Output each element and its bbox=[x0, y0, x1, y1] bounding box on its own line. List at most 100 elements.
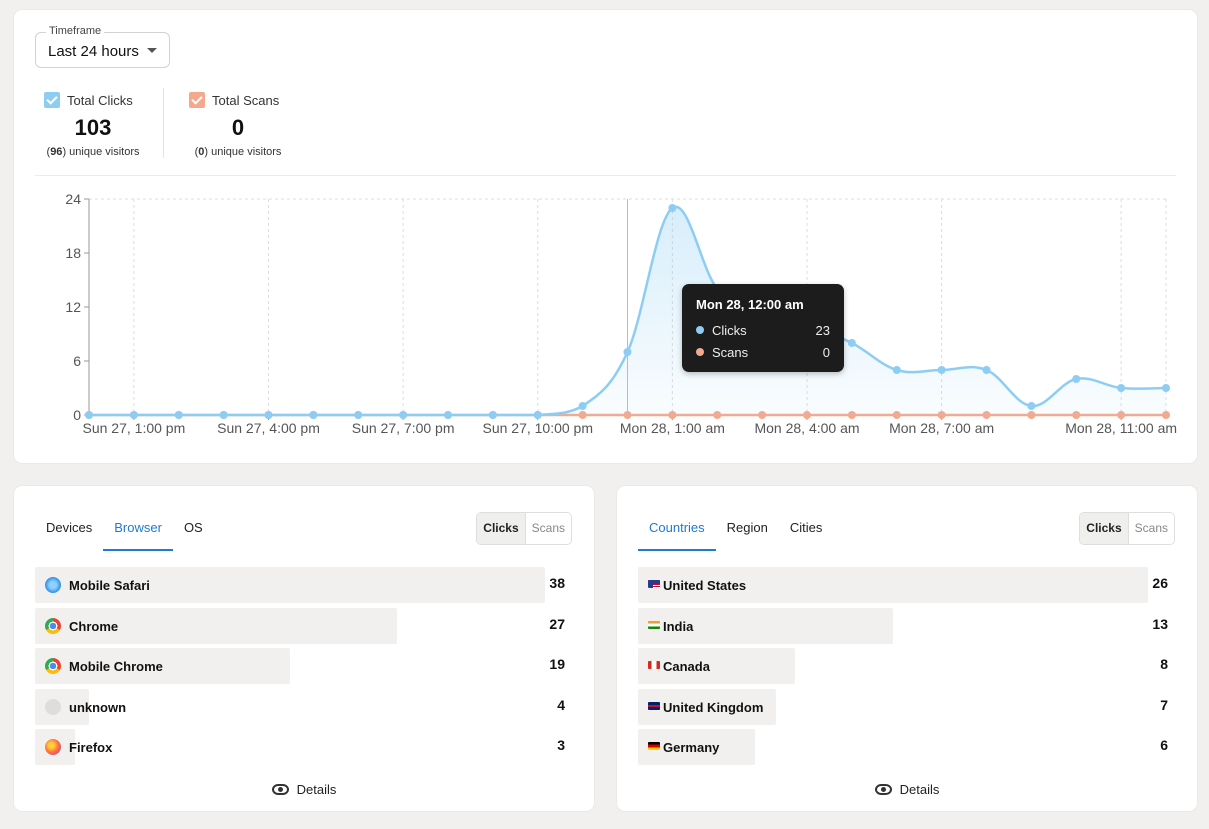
row-label: unknown bbox=[69, 699, 127, 715]
country-breakdown-card: Countries Region Cities Clicks Scans Uni… bbox=[617, 486, 1197, 811]
y-tick-label: 18 bbox=[65, 245, 81, 261]
clicks-point bbox=[668, 204, 677, 212]
tab-devices[interactable]: Devices bbox=[46, 520, 93, 535]
list-item[interactable]: Firefox 3 bbox=[35, 729, 565, 765]
uk-flag-icon bbox=[648, 701, 660, 710]
tooltip-title: Mon 28, 12:00 am bbox=[696, 297, 804, 312]
clicks-dot-icon bbox=[696, 326, 704, 334]
details-label: Details bbox=[296, 782, 337, 797]
tooltip-row-clicks: Clicks 23 bbox=[696, 321, 830, 339]
row-count: 13 bbox=[1152, 615, 1168, 632]
list-item[interactable]: United States 26 bbox=[638, 567, 1168, 603]
list-item[interactable]: United Kingdom 7 bbox=[638, 688, 1168, 725]
clicks-unique-visitors: (96) unique visitors bbox=[46, 146, 140, 158]
scans-checkbox[interactable] bbox=[189, 92, 205, 108]
clicks-point bbox=[578, 402, 587, 410]
x-tick-label: Sun 27, 4:00 pm bbox=[217, 420, 320, 436]
tab-cities[interactable]: Cities bbox=[789, 520, 823, 535]
metric-toggle: Clicks Scans bbox=[1079, 512, 1175, 545]
total-clicks-value: 103 bbox=[74, 115, 112, 140]
clicks-point bbox=[488, 411, 497, 419]
row-count: 27 bbox=[549, 615, 565, 632]
row-share-bar bbox=[35, 567, 545, 603]
row-share-bar bbox=[638, 648, 796, 684]
row-label: India bbox=[663, 618, 694, 634]
x-tick-label: Mon 28, 11:00 am bbox=[1065, 420, 1177, 436]
clicks-point bbox=[1162, 384, 1170, 392]
row-label: United Kingdom bbox=[663, 699, 764, 715]
caret-down-icon bbox=[147, 48, 157, 53]
row-count: 19 bbox=[549, 656, 565, 672]
tab-region[interactable]: Region bbox=[726, 520, 768, 535]
eye-icon bbox=[874, 784, 892, 795]
unknown-browser-icon bbox=[45, 698, 61, 715]
row-label: United States bbox=[663, 578, 747, 593]
clicks-point bbox=[219, 411, 228, 419]
tooltip-scans-label: Scans bbox=[712, 344, 749, 360]
row-count: 4 bbox=[557, 696, 565, 713]
location-tabs: Countries Region Cities bbox=[638, 514, 833, 551]
row-share-bar bbox=[35, 648, 290, 684]
firefox-icon bbox=[45, 739, 61, 755]
us-flag-icon bbox=[648, 580, 660, 588]
row-count: 26 bbox=[1152, 575, 1168, 591]
clicks-point bbox=[982, 366, 991, 374]
y-tick-label: 0 bbox=[73, 407, 81, 423]
list-item[interactable]: India 13 bbox=[638, 607, 1168, 644]
divider bbox=[35, 175, 1176, 176]
scans-dot-icon bbox=[696, 348, 704, 356]
list-item[interactable]: Chrome 27 bbox=[35, 607, 565, 644]
row-count: 7 bbox=[1160, 696, 1168, 713]
row-label: Mobile Safari bbox=[69, 578, 150, 593]
list-item[interactable]: Germany 6 bbox=[638, 729, 1168, 765]
x-tick-label: Mon 28, 4:00 am bbox=[754, 420, 859, 436]
scans-toggle-button[interactable]: Scans bbox=[525, 513, 571, 544]
analytics-card: Timeframe Last 24 hours Total Clicks 103… bbox=[14, 10, 1197, 463]
y-tick-label: 12 bbox=[65, 299, 81, 315]
row-count: 6 bbox=[1160, 737, 1168, 753]
row-share-bar bbox=[638, 567, 1148, 603]
chrome-icon bbox=[45, 617, 61, 634]
clicks-toggle-button[interactable]: Clicks bbox=[1080, 513, 1129, 544]
clicks-point bbox=[892, 366, 901, 374]
clicks-point bbox=[444, 411, 452, 419]
country-list: United States 26 India 13 Canada 8 Unite… bbox=[638, 567, 1168, 770]
browser-breakdown-card: Devices Browser OS Clicks Scans Mobile S… bbox=[14, 486, 594, 811]
list-item[interactable]: Canada 8 bbox=[638, 648, 1168, 684]
x-tick-label: Mon 28, 1:00 am bbox=[620, 420, 725, 436]
chrome-icon bbox=[45, 658, 61, 674]
scans-unique-visitors: (0) unique visitors bbox=[194, 146, 282, 158]
clicks-checkbox[interactable] bbox=[44, 92, 60, 108]
clicks-scans-line-chart: 0 6 12 18 24 Sun 27, 1:00 pm Sun 27, 4:00 pm Su… bbox=[65, 191, 1177, 436]
clicks-point bbox=[399, 411, 408, 419]
scans-toggle-button[interactable]: Scans bbox=[1128, 513, 1174, 544]
safari-icon bbox=[45, 577, 61, 593]
eye-icon bbox=[271, 784, 289, 795]
timeframe-select[interactable]: Timeframe Last 24 hours bbox=[35, 25, 170, 68]
clicks-point bbox=[1117, 384, 1126, 392]
row-share-bar bbox=[35, 688, 89, 725]
clicks-point bbox=[533, 411, 542, 419]
tab-os[interactable]: OS bbox=[183, 520, 203, 535]
timeframe-value: Last 24 hours bbox=[48, 43, 139, 60]
clicks-point bbox=[937, 366, 946, 374]
tab-countries[interactable]: Countries bbox=[638, 514, 716, 551]
tab-browser[interactable]: Browser bbox=[103, 514, 173, 551]
clicks-point bbox=[354, 411, 363, 419]
clicks-point bbox=[264, 411, 273, 419]
list-item[interactable]: Mobile Chrome 19 bbox=[35, 648, 565, 684]
breakdown-tabs: Devices Browser OS bbox=[35, 514, 214, 551]
clicks-point bbox=[174, 411, 183, 419]
list-item[interactable]: unknown 4 bbox=[35, 688, 565, 725]
timeframe-legend: Timeframe bbox=[46, 25, 105, 37]
x-tick-label: Mon 28, 7:00 am bbox=[889, 420, 994, 436]
details-button[interactable]: Details bbox=[14, 782, 594, 797]
list-item[interactable]: Mobile Safari 38 bbox=[35, 567, 565, 603]
total-scans-label: Total Scans bbox=[212, 92, 280, 108]
clicks-toggle-button[interactable]: Clicks bbox=[477, 513, 526, 544]
row-label: Chrome bbox=[69, 618, 119, 634]
tooltip-clicks-label: Clicks bbox=[712, 322, 747, 338]
clicks-area bbox=[89, 206, 1166, 415]
clicks-point bbox=[847, 339, 856, 347]
details-button[interactable]: Details bbox=[617, 782, 1197, 797]
